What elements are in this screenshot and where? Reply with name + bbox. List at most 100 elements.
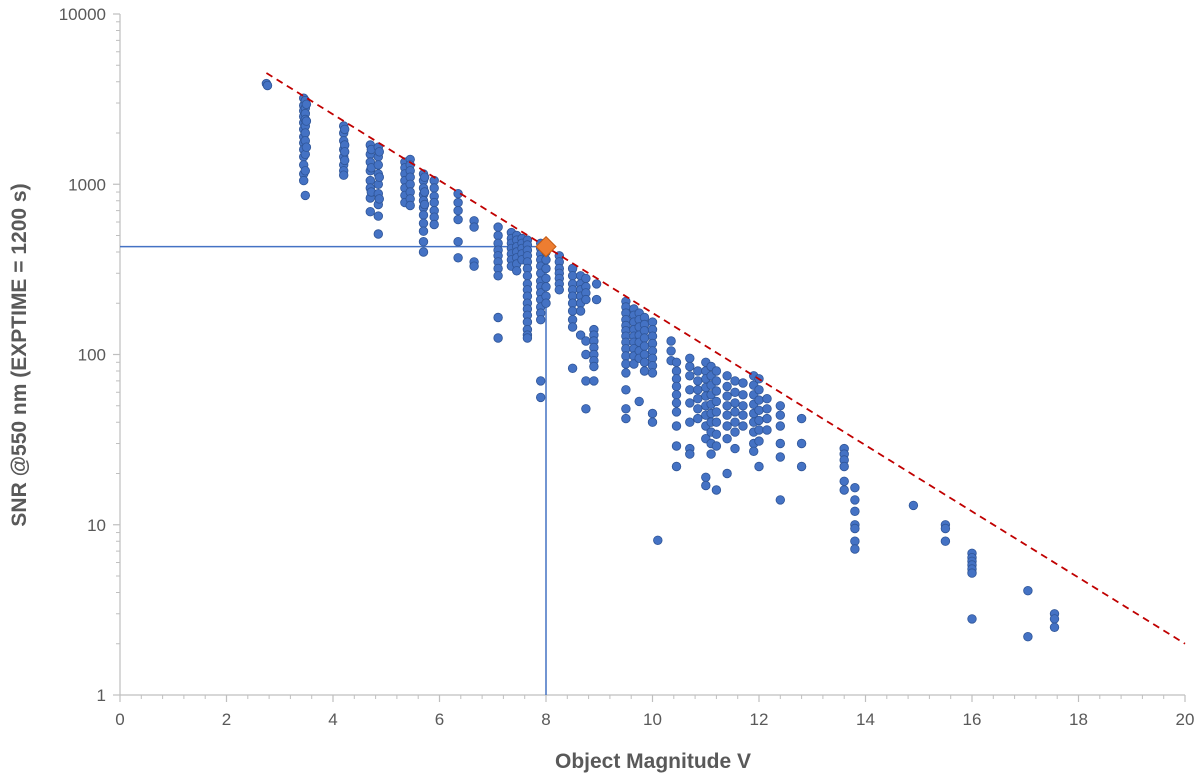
data-point: [1049, 622, 1060, 633]
data-point: [300, 190, 311, 201]
data-point: [567, 271, 578, 281]
data-point: [850, 495, 860, 505]
data-point: [839, 461, 849, 472]
data-point: [722, 421, 732, 431]
data-point: [762, 425, 772, 435]
data-point: [567, 306, 578, 316]
data-point: [850, 536, 860, 546]
data-point: [418, 236, 429, 247]
data-point: [541, 273, 551, 284]
data-point: [541, 282, 551, 292]
x-tick-label: 12: [750, 710, 769, 729]
data-point: [299, 175, 309, 186]
data-point: [738, 410, 748, 420]
data-point: [541, 298, 551, 308]
data-point: [850, 506, 860, 517]
data-point: [693, 366, 703, 376]
data-point: [429, 197, 439, 208]
data-point: [493, 312, 503, 323]
data-point: [706, 449, 716, 459]
data-point: [589, 376, 599, 386]
data-point: [762, 394, 772, 404]
data-point: [775, 410, 786, 420]
data-point: [300, 128, 311, 138]
data-point: [621, 385, 631, 395]
data-point: [581, 294, 591, 305]
data-point: [850, 523, 860, 534]
data-point: [796, 461, 807, 472]
data-point: [671, 421, 682, 431]
data-point: [850, 483, 860, 493]
data-point: [453, 236, 463, 247]
data-point: [701, 480, 711, 491]
data-point: [749, 446, 759, 457]
data-point: [575, 306, 586, 316]
data-point: [453, 253, 463, 263]
data-point: [581, 273, 591, 284]
data-point: [419, 187, 430, 197]
y-axis-title: SNR @550 nm (EXPTIME = 1200 s): [8, 183, 31, 526]
data-point: [581, 349, 591, 360]
data-point: [693, 404, 703, 414]
trend-line: [265, 72, 1186, 645]
data-point: [493, 333, 503, 343]
data-point: [730, 407, 740, 417]
data-point: [453, 197, 463, 208]
y-tick-label: 10: [87, 516, 106, 535]
data-point: [775, 438, 786, 449]
data-point: [262, 80, 273, 91]
data-point: [639, 357, 650, 368]
x-tick-label: 20: [1176, 710, 1195, 729]
dashed-trend-line: [265, 72, 1186, 645]
data-point: [639, 333, 650, 343]
data-point: [693, 376, 703, 386]
data-point: [589, 361, 599, 372]
data-point: [373, 229, 384, 239]
data-point: [722, 434, 732, 444]
data-point: [581, 376, 591, 386]
data-point: [722, 371, 732, 381]
data-point: [754, 395, 764, 405]
data-point: [581, 336, 591, 346]
data-point: [621, 359, 631, 369]
x-tick-label: 8: [541, 710, 550, 729]
data-point: [671, 366, 682, 376]
data-point: [374, 147, 385, 157]
data-point: [1023, 586, 1033, 596]
data-point: [339, 170, 349, 180]
data-point: [685, 398, 695, 408]
data-point: [711, 396, 722, 407]
data-point: [469, 222, 479, 232]
y-tick-label: 100: [78, 346, 106, 365]
data-point: [301, 99, 312, 110]
data-point: [429, 183, 439, 193]
data-point: [711, 386, 722, 396]
data-point: [839, 485, 849, 495]
data-point: [967, 614, 977, 624]
data-point: [671, 441, 682, 451]
data-point: [711, 366, 722, 376]
data-point: [1023, 632, 1033, 642]
data-point: [685, 385, 695, 395]
y-tick-label: 1000: [68, 175, 106, 194]
data-point: [621, 404, 631, 414]
data-point: [373, 160, 384, 170]
data-point: [554, 285, 565, 295]
data-point: [967, 568, 977, 578]
data-point: [575, 330, 586, 340]
x-tick-label: 4: [328, 710, 337, 729]
data-point: [340, 124, 350, 135]
data-point: [639, 349, 650, 360]
data-point: [567, 363, 578, 374]
data-point: [301, 116, 312, 126]
data-point: [754, 415, 764, 426]
data-point: [908, 500, 919, 511]
data-point: [850, 544, 860, 554]
data-point: [666, 336, 676, 346]
data-point: [647, 368, 658, 378]
data-point: [536, 376, 546, 386]
data-point: [671, 461, 682, 472]
data-point: [647, 408, 658, 419]
data-point: [493, 222, 503, 232]
